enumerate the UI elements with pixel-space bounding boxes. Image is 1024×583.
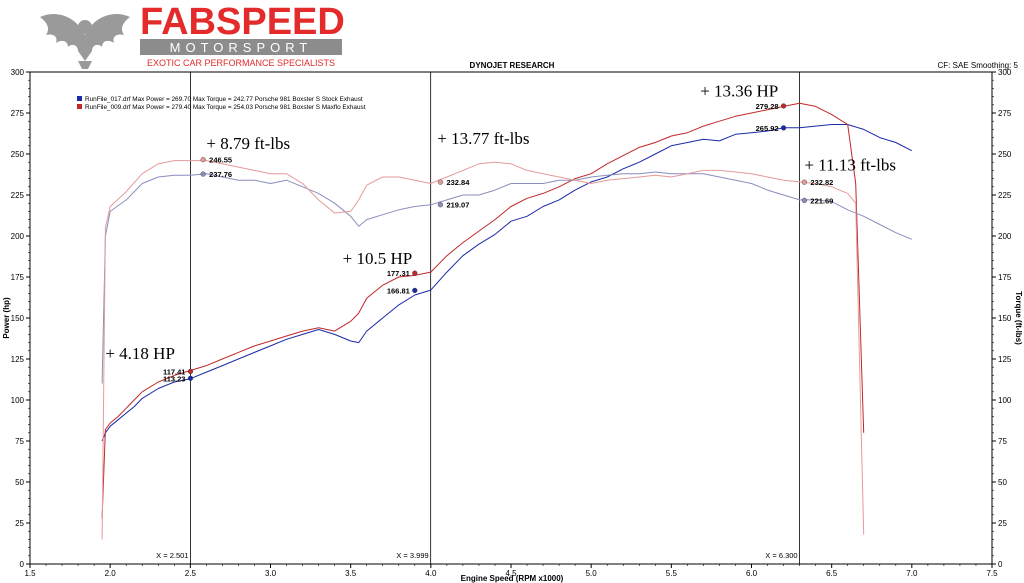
y2-tick-label: 75 <box>998 437 1007 446</box>
y-tick-label: 75 <box>15 437 24 446</box>
y-axis-label: Power (hp) <box>2 297 11 339</box>
marker-label: 232.84 <box>446 178 470 187</box>
gain-annotation: + 8.79 ft-lbs <box>206 134 290 153</box>
legend-entry-1: RunFile_017.drf Max Power = 269.70 Max T… <box>85 96 363 103</box>
gain-annotation: + 10.5 HP <box>343 249 413 268</box>
marker-label: 166.81 <box>387 286 410 295</box>
y-tick-label: 300 <box>11 68 25 77</box>
marker-label: 279.28 <box>756 102 779 111</box>
x-tick-label: 5.5 <box>666 569 678 578</box>
y-tick-label: 275 <box>11 109 25 118</box>
phoenix-logo-icon <box>40 14 130 69</box>
x-axis-label: Engine Speed (RPM x1000) <box>461 574 564 583</box>
y2-tick-label: 50 <box>998 478 1007 487</box>
y-tick-label: 25 <box>15 519 24 528</box>
x-tick-label: 6.5 <box>826 569 838 578</box>
cursor-label: X = 3.999 <box>396 551 428 560</box>
legend: RunFile_017.drf Max Power = 269.70 Max T… <box>77 96 366 111</box>
marker-label: 246.55 <box>209 156 232 165</box>
gain-annotation: + 4.18 HP <box>105 344 175 363</box>
y-tick-label: 200 <box>11 232 25 241</box>
y-tick-label: 175 <box>11 273 25 282</box>
annotations: + 4.18 HP + 8.79 ft-lbs + 10.5 HP + 13.77 f… <box>105 82 896 363</box>
chart-header-title: DYNOJET RESEARCH <box>470 61 555 70</box>
marker-label: 177.31 <box>387 269 410 278</box>
x-tick-label: 2.5 <box>185 569 197 578</box>
marker-label: 232.82 <box>810 178 833 187</box>
y2-tick-label: 100 <box>998 396 1012 405</box>
cursor-label: X = 6.300 <box>765 551 797 560</box>
marker-point <box>187 375 194 381</box>
series-lines <box>101 102 913 540</box>
marker-point <box>200 171 206 177</box>
x-tick-label: 2.0 <box>105 569 117 578</box>
series-line <box>101 102 865 519</box>
marker-point <box>412 287 418 294</box>
marker-label: 237.76 <box>209 170 232 179</box>
marker-label: 117.41 <box>163 367 186 376</box>
y-tick-label: 50 <box>15 478 24 487</box>
marker-point <box>801 179 808 185</box>
y-tick-label: 125 <box>11 355 25 364</box>
x-tick-label: 5.0 <box>586 569 598 578</box>
y2-tick-label: 300 <box>998 68 1012 77</box>
x-tick-label: 3.5 <box>345 569 357 578</box>
marker-point <box>437 179 444 185</box>
gain-annotation: + 13.77 ft-lbs <box>437 129 529 148</box>
x-tick-label: 7.5 <box>986 569 998 578</box>
legend-swatch-red <box>77 104 82 109</box>
y2-tick-label: 275 <box>998 109 1012 118</box>
logo-name: FABSPEED <box>140 1 345 43</box>
brand-logo: FABSPEED MOTORSPORT EXOTIC CAR PERFORMAN… <box>40 1 345 69</box>
y2-tick-label: 150 <box>998 314 1012 323</box>
marker-label: 219.07 <box>446 201 469 210</box>
series-line <box>101 160 865 540</box>
y2-tick-label: 250 <box>998 150 1012 159</box>
marker-label: 221.69 <box>810 196 833 205</box>
x-tick-label: 1.5 <box>24 569 36 578</box>
cf-info: CF: SAE Smoothing: 5 <box>938 61 1019 70</box>
logo-sub-bar <box>140 39 342 55</box>
y2-tick-label: 0 <box>998 560 1003 569</box>
marker-label: 265.92 <box>756 124 779 133</box>
y2-tick-label: 225 <box>998 191 1012 200</box>
marker-point <box>780 125 787 131</box>
x-tick-label: 7.0 <box>906 569 918 578</box>
gain-annotation: + 11.13 ft-lbs <box>804 155 896 174</box>
marker-point <box>801 197 808 204</box>
logo-sub: MOTORSPORT <box>170 40 313 55</box>
x-tick-label: 6.0 <box>746 569 758 578</box>
x-tick-label: 4.0 <box>425 569 437 578</box>
legend-entry-2: RunFile_009.drf Max Power = 279.40 Max T… <box>85 104 366 111</box>
y2-tick-label: 175 <box>998 273 1012 282</box>
marker-point <box>780 103 787 109</box>
y-tick-label: 250 <box>11 150 25 159</box>
cursor-label: X = 2.501 <box>156 551 188 560</box>
legend-swatch-blue <box>77 96 82 101</box>
x-tick-label: 3.0 <box>265 569 277 578</box>
y-tick-label: 100 <box>11 396 25 405</box>
y2-tick-label: 200 <box>998 232 1012 241</box>
y-tick-label: 150 <box>11 314 25 323</box>
axes: 1.5 2.0 2.5 3.0 3.5 4.0 4.5 5.0 5.5 6.0 6.5 7.0 7.50… <box>11 68 1012 578</box>
cursor-lines: X = 2.501 X = 3.999 X = 6.300 <box>156 72 800 564</box>
series-line <box>101 171 912 384</box>
y2-axis-label: Torque (ft-lbs) <box>1014 291 1023 345</box>
logo-tagline: EXOTIC CAR PERFORMANCE SPECIALISTS <box>147 58 335 68</box>
x-tick-label: 4.5 <box>505 569 517 578</box>
marker-point <box>437 202 444 208</box>
marker-point <box>412 270 418 276</box>
y2-tick-label: 25 <box>998 519 1007 528</box>
y-tick-label: 0 <box>20 560 25 569</box>
y2-tick-label: 125 <box>998 355 1012 364</box>
marker-point <box>200 157 206 163</box>
gain-annotation: + 13.36 HP <box>700 82 778 101</box>
y-tick-label: 225 <box>11 191 25 200</box>
marker-point <box>187 368 194 375</box>
marker-label: 113.23 <box>163 374 186 383</box>
